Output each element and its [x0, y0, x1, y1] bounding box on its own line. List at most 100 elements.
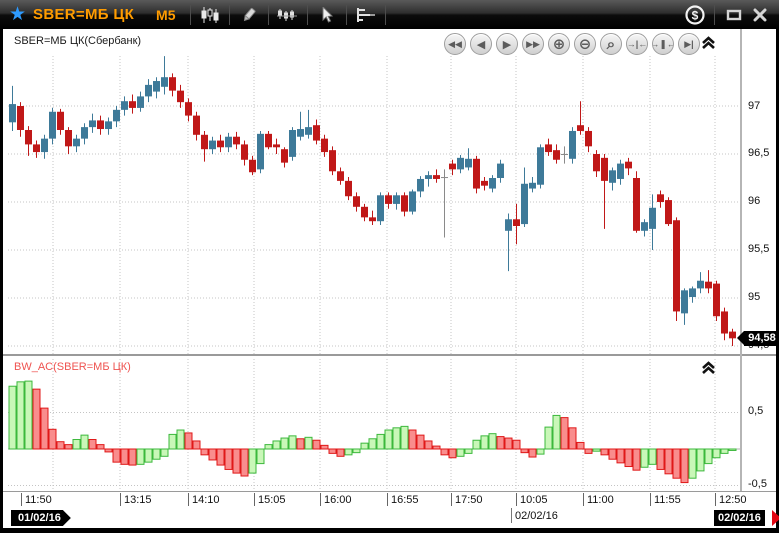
histogram-bar: [352, 448, 361, 454]
histogram-bar: [288, 435, 297, 450]
candle-body: [441, 177, 448, 179]
histogram-bar: [144, 448, 153, 463]
time-tick: [387, 493, 388, 506]
collapse-panel-icon[interactable]: [701, 360, 716, 375]
candle-body: [665, 200, 672, 225]
title-bar[interactable]: ★ SBER=МБ ЦК М5: [0, 0, 779, 29]
divider: [306, 4, 308, 25]
candle-body: [577, 125, 584, 131]
histogram-bar: [264, 444, 273, 450]
histogram-bar: [520, 448, 529, 454]
indicator-axis-label: 0,5: [748, 405, 764, 417]
candle-body: [105, 121, 112, 130]
indicator-axis-label: -0,5: [748, 478, 767, 490]
close-window-icon[interactable]: [747, 4, 773, 26]
indicator-plot[interactable]: [3, 357, 740, 492]
candle-body: [649, 207, 656, 229]
candle-body: [393, 195, 400, 204]
zoom-in-icon[interactable]: ⊕: [548, 33, 570, 55]
scroll-left-icon[interactable]: ◀: [470, 33, 492, 55]
last-price-arrow: [737, 331, 744, 345]
candle-body: [489, 178, 496, 189]
favorite-star-icon: ★: [9, 4, 27, 25]
histogram-bar: [344, 448, 353, 456]
histogram-bar: [608, 448, 617, 460]
histogram-bar: [272, 440, 281, 450]
money-dollar-icon[interactable]: $: [682, 4, 708, 26]
candle-body: [337, 171, 344, 181]
time-tick: [650, 493, 651, 506]
zoom-out-icon[interactable]: ⊖: [574, 33, 596, 55]
time-axis[interactable]: 11:50 13:15 14:10 15:05 16:00 16:55 17:50 10:05…: [3, 492, 779, 528]
histogram-bar: [112, 448, 121, 463]
histogram-bar: [120, 448, 129, 465]
candle-body: [729, 331, 736, 339]
candle-body: [25, 130, 32, 145]
histogram-bar: [240, 448, 249, 477]
time-tick: [21, 493, 22, 506]
candle-body: [161, 77, 168, 87]
histogram-bar: [24, 380, 33, 450]
scroll-right-icon[interactable]: ▶: [496, 33, 518, 55]
time-axis-divider: [3, 491, 776, 492]
candle-body: [97, 120, 104, 130]
candle-body: [553, 150, 560, 160]
price-panel-caption: SBER=МБ ЦК(Сбербанк): [14, 35, 142, 47]
divider: [228, 4, 230, 25]
panel-splitter[interactable]: [3, 354, 776, 356]
chart-content: SBER=МБ ЦК(Сбербанк) BW_AC(SBER=МБ ЦК) ◀…: [3, 29, 779, 528]
candle-body: [377, 195, 384, 222]
histogram-bar: [416, 434, 425, 450]
scroll-end-fast-icon[interactable]: ▶▶: [522, 33, 544, 55]
scroll-start-icon[interactable]: ◀◀: [444, 33, 466, 55]
histogram-bar: [328, 448, 337, 454]
candle-body: [409, 191, 416, 212]
time-tick: [320, 493, 321, 506]
draw-pencil-icon[interactable]: [236, 4, 262, 26]
bar-width-icon[interactable]: →❚←: [652, 33, 674, 55]
candle-body: [561, 154, 568, 155]
time-tick-label: 16:55: [391, 494, 419, 506]
candle-body: [385, 195, 392, 204]
histogram-bar: [296, 438, 305, 450]
restore-window-icon[interactable]: [721, 4, 747, 26]
cursor-icon[interactable]: [314, 4, 340, 26]
price-axis-label: 97: [748, 100, 761, 112]
candlestick-plot[interactable]: [3, 30, 740, 355]
histogram-bar: [232, 448, 241, 474]
go-to-end-icon[interactable]: ▶|: [678, 33, 700, 55]
time-tick-label: 12:50: [719, 494, 747, 506]
price-axis-label: 96,5: [748, 147, 770, 159]
histogram-bar: [432, 445, 441, 450]
window-border: [0, 528, 779, 533]
last-price-badge: 94,58: [744, 331, 779, 346]
candle-body: [145, 84, 152, 97]
divider: [267, 4, 269, 25]
candle-body: [345, 180, 352, 197]
candle-body: [537, 147, 544, 185]
levels-icon[interactable]: [353, 4, 379, 26]
candle-body: [449, 163, 456, 170]
histogram-bar: [384, 429, 393, 450]
histogram-bar: [368, 438, 377, 450]
candle-body: [57, 111, 64, 130]
zoom-select-icon[interactable]: ⌕: [600, 33, 622, 55]
divider: [189, 4, 191, 25]
time-tick-label: 17:50: [455, 494, 483, 506]
candle-body: [177, 90, 184, 103]
timeframe-label[interactable]: М5: [156, 6, 176, 23]
time-tick: [583, 493, 584, 506]
histogram-bar: [128, 448, 137, 466]
chart-type-icon[interactable]: [197, 4, 223, 26]
compress-scale-icon[interactable]: →|←: [626, 33, 648, 55]
histogram-bar: [584, 448, 593, 454]
candle-body: [225, 136, 232, 148]
candle-body: [249, 159, 256, 173]
collapse-panel-icon[interactable]: [701, 35, 716, 50]
histogram-bar: [440, 448, 449, 456]
candle-body: [241, 144, 248, 160]
indicator-icon[interactable]: [275, 4, 301, 26]
histogram-bar: [400, 425, 409, 450]
time-tick-label: 11:50: [25, 494, 52, 506]
candle-body: [713, 283, 720, 317]
